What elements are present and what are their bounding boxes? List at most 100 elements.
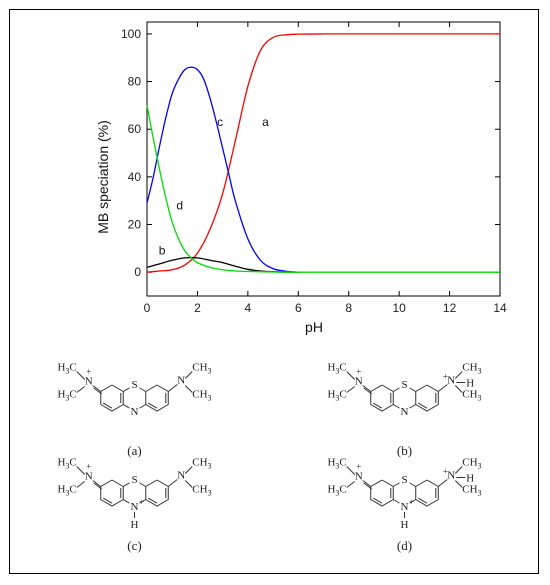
series-group: [146, 33, 500, 273]
plot-area: [146, 21, 501, 297]
x-tick-label: 4: [245, 301, 252, 315]
x-tick-label: 12: [443, 301, 457, 315]
bond: [454, 371, 463, 379]
atom-mask: [129, 378, 140, 389]
figure-frame: 0 2 4 6 8 10 12 14 0 20 40 60 80 100 a b c d pH MB spec…: [9, 9, 539, 574]
bond: [454, 480, 463, 488]
atom-label-h: H: [466, 473, 474, 485]
methyl-group-label: CH3: [462, 389, 481, 403]
bond: [93, 482, 103, 490]
bond: [363, 482, 373, 490]
series-line-c: [146, 66, 299, 273]
speciation-chart: 0 2 4 6 8 10 12 14 0 20 40 60 80 100 a b c d pH MB spec…: [95, 21, 507, 335]
y-tick-label: 40: [128, 170, 142, 184]
atom-label-n: N: [177, 470, 185, 482]
atom-mask: [129, 405, 140, 416]
atom-label-n: N: [355, 471, 363, 483]
bond: [184, 480, 193, 488]
methyl-group-label: H3C: [327, 457, 346, 471]
methyl-group-label: CH3: [462, 457, 481, 471]
bond: [346, 371, 356, 380]
methyl-group-label: H3C: [327, 389, 346, 403]
atom-label-plus: +: [86, 462, 91, 472]
methyl-group-label: H3C: [57, 484, 76, 498]
atom-label-n: N: [447, 470, 455, 482]
atom-label-n: N: [85, 376, 93, 388]
methyl-group-label: H3C: [57, 457, 76, 471]
bond: [454, 466, 463, 474]
curve-labels: a b c d: [159, 115, 269, 258]
x-tick-label: 14: [493, 301, 507, 315]
bond: [93, 387, 103, 395]
atom-label-n: N: [447, 375, 455, 387]
x-axis-ticks: 0 2 4 6 8 10 12 14: [144, 22, 507, 315]
bond: [184, 385, 193, 393]
bond: [346, 386, 356, 393]
atom-label-h: H: [466, 378, 474, 390]
structure-caption: (c): [127, 538, 141, 553]
y-tick-label: 60: [128, 122, 142, 136]
atom-label-plus: +: [86, 367, 91, 377]
atom-label-h: H: [401, 519, 409, 531]
atom-label-plus: +: [443, 372, 448, 382]
bond: [76, 386, 86, 393]
bond: [417, 402, 428, 409]
series-line-d: [146, 105, 500, 273]
atom-label-n: N: [401, 501, 409, 513]
bond: [372, 497, 383, 504]
bond: [370, 384, 394, 412]
bond: [415, 479, 439, 507]
series-line-a: [146, 33, 500, 273]
bond: [346, 481, 356, 488]
molecule-structures: SNN+H3CH3CNCH3CH3(a)SNN+H3CH3CNCH3CH3+H(…: [57, 362, 481, 554]
bond: [102, 497, 113, 504]
bond: [100, 479, 124, 507]
bond: [102, 402, 113, 409]
atom-mask: [399, 378, 410, 389]
x-tick-label: 8: [345, 301, 352, 315]
methyl-group-label: CH3: [192, 484, 211, 498]
y-axis-label: MB speciation (%): [95, 120, 111, 234]
methyl-group-label: H3C: [327, 484, 346, 498]
bond: [370, 479, 394, 507]
bond: [184, 371, 193, 379]
bond: [167, 384, 178, 392]
bond: [92, 385, 102, 392]
structure-caption: (a): [127, 443, 141, 458]
atom-label-s: S: [401, 379, 407, 391]
bond: [167, 479, 178, 487]
atom-label-n: N: [131, 406, 139, 418]
y-tick-label: 20: [128, 218, 142, 232]
structure-caption: (d): [397, 538, 412, 553]
x-tick-label: 10: [392, 301, 406, 315]
bond: [363, 387, 373, 395]
curve-label-b: b: [159, 244, 166, 258]
methyl-group-label: CH3: [192, 457, 211, 471]
x-tick-label: 0: [144, 301, 151, 315]
atom-label-plus: +: [356, 367, 361, 377]
methyl-group-label: CH3: [462, 484, 481, 498]
atom-label-plus: +: [443, 467, 448, 477]
bond: [184, 466, 193, 474]
bond: [362, 385, 372, 392]
methyl-group-label: CH3: [192, 389, 211, 403]
bond: [437, 384, 448, 392]
y-tick-label: 80: [128, 75, 142, 89]
bond: [454, 385, 463, 393]
curve-label-d: d: [176, 198, 183, 212]
methyl-group-label: H3C: [57, 389, 76, 403]
atom-label-plus: +: [356, 462, 361, 472]
figure-canvas: 0 2 4 6 8 10 12 14 0 20 40 60 80 100 a b c d pH MB spec…: [57, 21, 507, 554]
bond: [147, 497, 158, 504]
y-tick-label: 100: [121, 27, 141, 41]
bond: [76, 481, 86, 488]
x-tick-label: 2: [194, 301, 201, 315]
bond: [100, 384, 124, 412]
bond: [145, 479, 169, 507]
atom-mask: [399, 473, 410, 484]
curve-label-a: a: [262, 115, 269, 129]
bond: [92, 480, 102, 487]
